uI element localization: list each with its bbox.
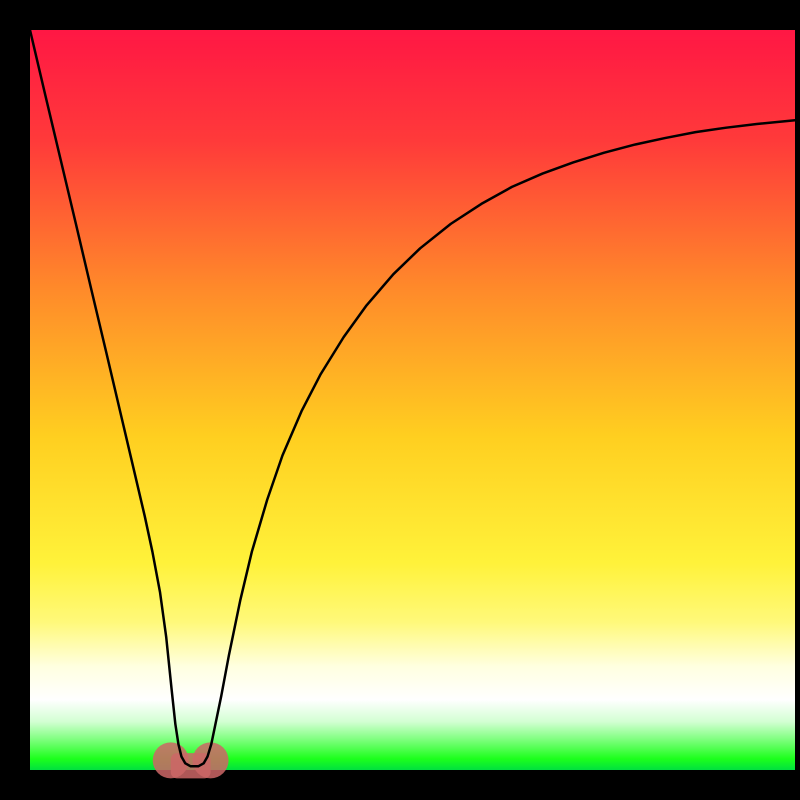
chart-frame: TheBottleneck.com bbox=[0, 0, 800, 800]
chart-svg bbox=[0, 0, 800, 800]
plot-background bbox=[30, 30, 795, 770]
